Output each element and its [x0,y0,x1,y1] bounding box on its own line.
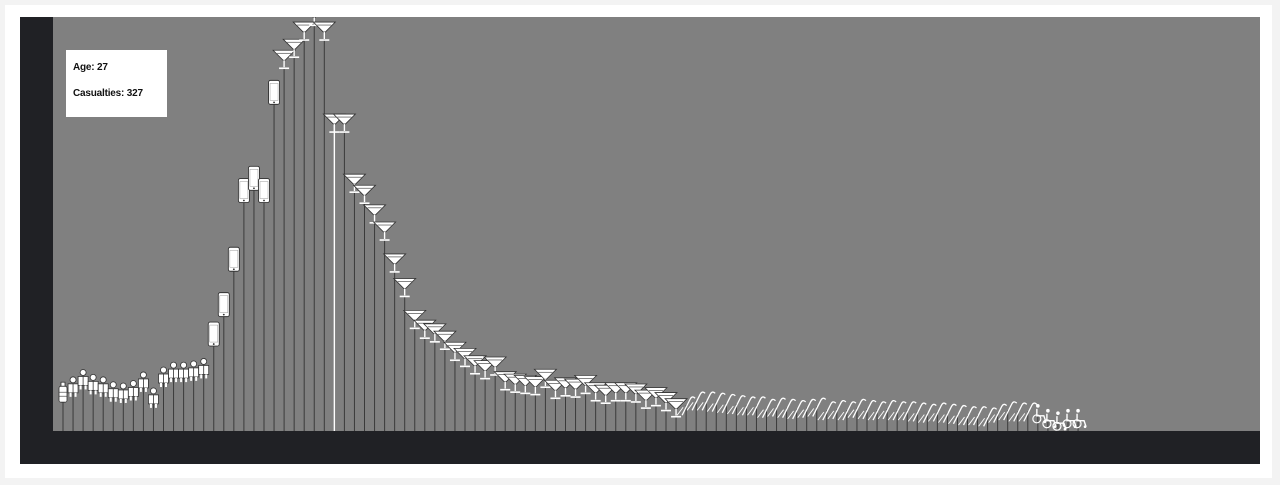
cocktail-icon[interactable] [523,376,548,396]
cocktail-icon[interactable] [272,49,297,70]
cane-icon[interactable] [787,400,807,420]
cane-icon[interactable] [1018,402,1038,422]
phone-icon[interactable] [207,321,220,347]
child-icon[interactable] [178,361,190,383]
child-icon[interactable] [148,387,159,408]
cane-icon[interactable] [706,392,726,412]
child-icon[interactable] [67,376,79,397]
child-icon[interactable] [97,376,109,397]
cane-icon[interactable] [837,401,857,421]
cane-icon[interactable] [737,396,756,416]
cane-icon[interactable] [948,404,967,425]
cane-icon[interactable] [797,398,817,418]
cane-icon[interactable] [938,403,957,423]
phone-icon[interactable] [258,178,270,203]
cocktail-icon[interactable] [664,398,689,418]
cane-icon[interactable] [827,400,847,420]
hover-tooltip: Age: 27 Casualties: 327 [66,50,167,117]
wheelchair-icon[interactable] [1052,411,1067,431]
cocktail-icon[interactable] [654,392,678,412]
cane-icon[interactable] [767,397,787,417]
cocktail-icon[interactable] [372,221,397,241]
child-icon[interactable] [158,366,169,388]
cocktail-icon[interactable] [362,204,387,224]
child-icon[interactable] [188,360,200,381]
cocktail-icon[interactable] [382,253,407,273]
wheelchair-icon[interactable] [1042,408,1057,429]
child-icon[interactable] [107,381,119,402]
cane-icon[interactable] [807,397,827,417]
baby-bottle-icon[interactable] [58,381,68,403]
cane-icon[interactable] [867,401,887,421]
cane-icon[interactable] [726,395,746,415]
cocktail-icon[interactable] [453,347,477,368]
cane-icon[interactable] [988,403,1008,423]
tooltip-age-row: Age: 27 [73,62,167,73]
child-icon[interactable] [117,382,129,403]
child-icon[interactable] [138,371,149,392]
cocktail-icon[interactable] [312,21,337,41]
phone-icon[interactable] [268,79,281,105]
cocktail-icon[interactable] [352,184,377,205]
child-icon[interactable] [87,373,99,395]
cane-icon[interactable] [777,398,797,418]
cocktail-icon[interactable] [392,278,417,298]
phone-icon[interactable] [227,246,240,272]
phone-icon[interactable] [217,292,230,318]
cane-icon[interactable] [907,402,927,422]
cane-icon[interactable] [998,401,1018,421]
cane-icon[interactable] [958,406,977,426]
cane-icon[interactable] [927,402,947,422]
cane-icon[interactable] [877,400,897,420]
tooltip-age-label: Age: [73,62,95,73]
cocktail-icon[interactable] [573,374,598,395]
cane-icon[interactable] [817,401,837,421]
cane-icon[interactable] [1008,402,1028,422]
wheelchair-icon[interactable] [1032,404,1047,424]
child-icon[interactable] [168,361,179,383]
cocktail-icon[interactable] [342,173,367,193]
cocktail-icon[interactable] [332,113,357,133]
tooltip-casualties-row: Casualties: 327 [73,88,167,99]
cane-icon[interactable] [676,396,696,416]
stems-layer [62,17,1079,431]
child-icon[interactable] [77,369,89,390]
icons-layer [58,17,1087,431]
cocktail-icon[interactable] [282,38,307,59]
cocktail-icon[interactable] [432,330,457,351]
cocktail-icon[interactable] [623,383,648,403]
cocktail-icon[interactable] [422,323,447,343]
cane-icon[interactable] [857,400,877,420]
tooltip-casualties-label: Casualties: [73,88,125,99]
phone-icon[interactable] [247,165,260,191]
cane-icon[interactable] [686,391,706,411]
child-icon[interactable] [198,358,210,379]
child-icon[interactable] [127,380,139,401]
casualties-by-age-chart [58,17,1087,431]
cocktail-icon[interactable] [442,341,467,362]
cane-icon[interactable] [696,391,716,411]
cane-icon[interactable] [716,393,736,414]
cane-icon[interactable] [968,406,988,426]
cane-icon[interactable] [847,398,867,418]
cane-icon[interactable] [897,401,917,421]
cane-icon[interactable] [978,407,998,427]
cane-icon[interactable] [917,403,937,423]
tooltip-age-value: 27 [97,62,108,73]
cane-icon[interactable] [757,398,776,418]
phone-icon[interactable] [237,178,250,203]
cane-icon[interactable] [747,396,766,416]
cane-icon[interactable] [887,401,907,421]
cocktail-icon[interactable] [533,368,558,389]
tooltip-casualties-value: 327 [126,88,143,99]
wheelchair-icon[interactable] [1072,408,1087,429]
